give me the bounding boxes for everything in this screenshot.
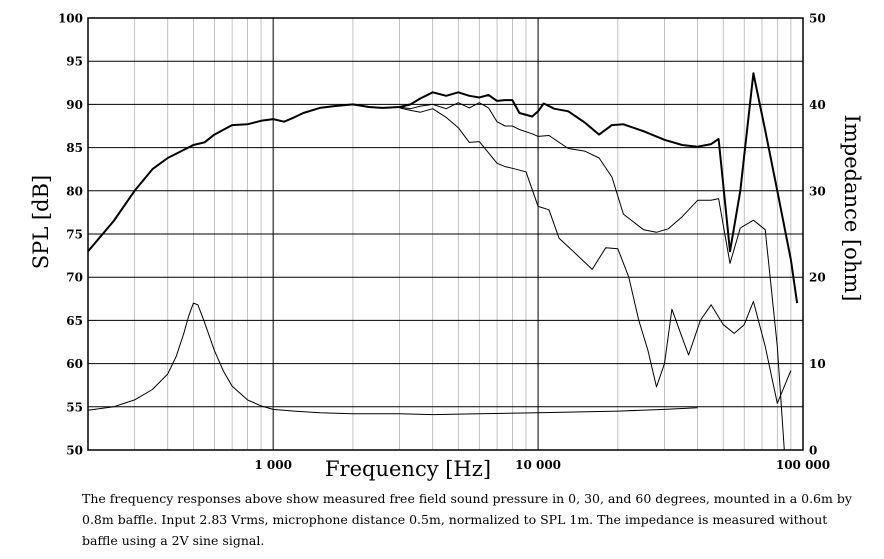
- series-line-3: [399, 107, 792, 404]
- y-left-tick-label: 75: [66, 228, 83, 242]
- y-left-tick-label: 60: [66, 357, 83, 371]
- y-left-tick-label: 100: [58, 12, 83, 26]
- y-right-tick-label: 40: [809, 98, 826, 112]
- series-line-4: [87, 302, 698, 416]
- y-left-tick-label: 80: [66, 184, 83, 198]
- chart-area: 1 000 10 000 100 000 50 55 60 65 70 75 80 85 90 95 10…: [29, 12, 864, 482]
- y-left-tick-label: 95: [66, 55, 83, 69]
- y-right-tick-label: 20: [809, 271, 826, 285]
- y-right-axis-title: Impedance [ohm]: [840, 115, 864, 302]
- y-right-tick-label: 0: [809, 444, 817, 458]
- plot-frame: [87, 17, 804, 451]
- major-gridlines: [88, 18, 803, 450]
- y-right-tick-label: 50: [809, 12, 826, 26]
- tick-labels: 1 000 10 000 100 000 50 55 60 65 70 75 80 85 90 95 10…: [58, 12, 830, 473]
- y-right-tick-label: 10: [809, 357, 826, 371]
- series-line-1: [87, 72, 799, 304]
- y-left-tick-label: 90: [66, 98, 83, 112]
- y-left-tick-label: 85: [66, 141, 83, 155]
- figure-caption: The frequency responses above show measu…: [82, 491, 852, 548]
- y-left-tick-label: 70: [66, 271, 83, 285]
- y-left-tick-label: 50: [66, 444, 83, 458]
- x-tick-label: 1 000: [254, 458, 292, 472]
- y-left-axis-title: SPL [dB]: [29, 175, 53, 269]
- x-tick-label: 100 000: [776, 458, 830, 472]
- chart-svg: 1 000 10 000 100 000 50 55 60 65 70 75 80 85 90 95 10…: [29, 12, 864, 482]
- x-tick-label: 10 000: [515, 458, 561, 472]
- y-right-tick-label: 30: [809, 184, 826, 198]
- y-left-tick-label: 55: [66, 400, 83, 414]
- series-layer: [87, 72, 799, 451]
- series-line-2: [399, 102, 785, 451]
- x-axis-title: Frequency [Hz]: [325, 457, 491, 481]
- y-left-tick-label: 65: [66, 314, 83, 328]
